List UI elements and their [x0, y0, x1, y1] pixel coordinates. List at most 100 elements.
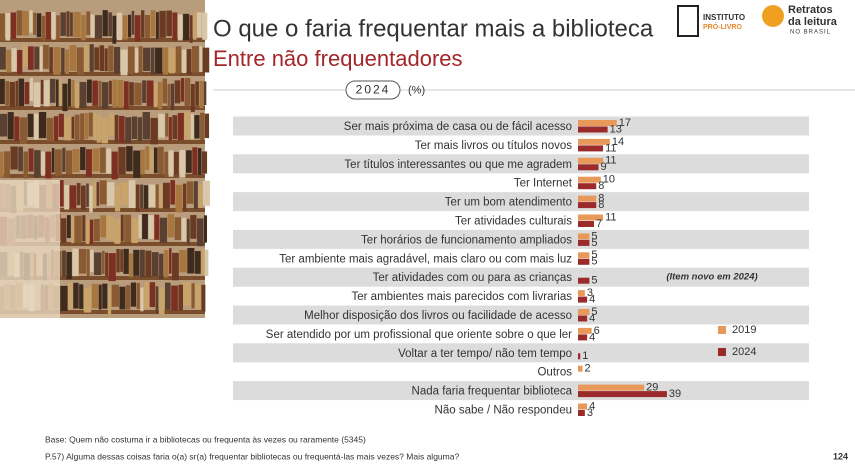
book [62, 250, 66, 277]
subtitle: Entre não frequentadores [213, 46, 463, 71]
bar [578, 296, 588, 303]
book [123, 81, 129, 110]
photo-books [0, 10, 211, 318]
book [5, 81, 10, 106]
value-label: 4 [589, 294, 595, 306]
logo-left: INSTITUTO [703, 13, 745, 22]
value-label: 11 [605, 211, 616, 223]
bar [578, 258, 590, 265]
value-label: 39 [669, 388, 681, 400]
book [16, 10, 23, 36]
value-label: 3 [587, 287, 593, 299]
value-label: 8 [598, 193, 604, 205]
title: O que o faria frequentar mais a bibliote… [213, 15, 654, 42]
book [0, 151, 4, 178]
book [174, 217, 182, 240]
book [92, 148, 100, 172]
book [101, 250, 105, 274]
book [150, 10, 156, 37]
book [108, 253, 116, 282]
value-label: 5 [591, 275, 597, 287]
value-label: 5 [591, 306, 597, 318]
book [18, 78, 25, 107]
book [178, 284, 183, 311]
book [24, 82, 30, 105]
book [155, 286, 159, 314]
book [168, 48, 176, 74]
book [159, 10, 166, 38]
book [168, 248, 172, 274]
book [203, 215, 208, 243]
book [183, 282, 191, 306]
book [165, 113, 169, 137]
book [45, 11, 51, 40]
category-label: Voltar a ter tempo/ não tem tempo [398, 348, 572, 360]
book [73, 11, 81, 38]
book [43, 80, 50, 107]
book [162, 182, 170, 209]
book [129, 253, 133, 278]
bar [578, 277, 590, 284]
book [197, 148, 202, 175]
book [143, 47, 151, 71]
book [41, 15, 46, 42]
book [159, 253, 164, 280]
book [70, 12, 73, 37]
bar [578, 183, 597, 190]
book [175, 46, 182, 74]
book [22, 44, 28, 67]
book [127, 14, 132, 38]
book [17, 49, 23, 75]
book [133, 249, 140, 276]
book [11, 48, 17, 72]
book [156, 12, 159, 39]
logo-face [762, 5, 784, 27]
book [114, 218, 121, 244]
category-label: Ter horários de funcionamento ampliados [361, 234, 572, 246]
book [58, 113, 64, 137]
bar [578, 384, 645, 391]
book [54, 149, 62, 176]
book [125, 117, 132, 144]
book [60, 218, 67, 243]
category-label: Ter atividades culturais [455, 216, 572, 228]
bar [578, 214, 604, 221]
book [66, 251, 72, 280]
book [108, 45, 114, 72]
chart: Ser mais próxima de casa ou de fácil ace… [233, 116, 809, 419]
book [29, 78, 34, 101]
book [201, 248, 205, 275]
book [92, 80, 98, 106]
book [139, 249, 145, 278]
bar [578, 309, 590, 315]
book [56, 79, 59, 107]
book [15, 80, 18, 107]
book [158, 146, 164, 175]
book [71, 116, 75, 139]
book [22, 10, 29, 36]
book [78, 248, 87, 274]
value-label: 11 [605, 142, 616, 154]
logo-right-1: Retratos [788, 4, 833, 16]
book [194, 115, 200, 139]
row-band [233, 305, 809, 325]
book [98, 80, 102, 107]
value-label: 14 [612, 136, 624, 148]
book [159, 217, 168, 243]
book [93, 218, 100, 242]
book [10, 12, 17, 39]
category-label: Ter mais livros ou títulos novos [415, 140, 572, 152]
book [56, 15, 60, 41]
category-label: Ter títulos interessantes ou que me agra… [344, 159, 572, 171]
book [99, 180, 107, 205]
book [66, 11, 70, 37]
unit: (%) [408, 84, 425, 96]
book [166, 10, 172, 37]
book [143, 282, 150, 310]
book [88, 112, 93, 137]
book [4, 151, 10, 178]
book [108, 112, 115, 136]
book [39, 46, 43, 72]
book [154, 214, 160, 240]
